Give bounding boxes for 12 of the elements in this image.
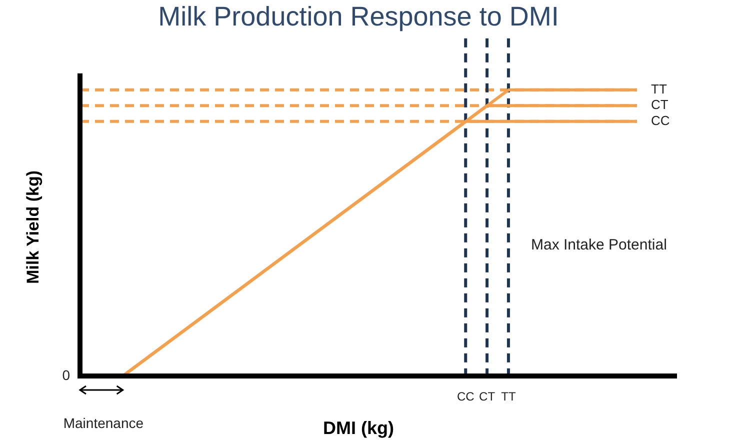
- x-tick-label: CT: [479, 390, 496, 404]
- text: Maintenance: [63, 414, 144, 431]
- x-axis-title: DMI (kg): [323, 418, 394, 438]
- series-label: CC: [651, 112, 670, 128]
- x-tick-label: TT: [501, 390, 516, 404]
- x-tick-label: CC: [456, 390, 475, 404]
- annotation: Max Intake Potential: [531, 236, 667, 254]
- chart-title: Milk Production Response to DMI: [158, 2, 559, 32]
- series-label: CT: [651, 97, 668, 112]
- text: 0: [62, 366, 70, 383]
- y-axis-title: Milk Yield (kg): [24, 170, 43, 284]
- series-label: TT: [651, 81, 667, 96]
